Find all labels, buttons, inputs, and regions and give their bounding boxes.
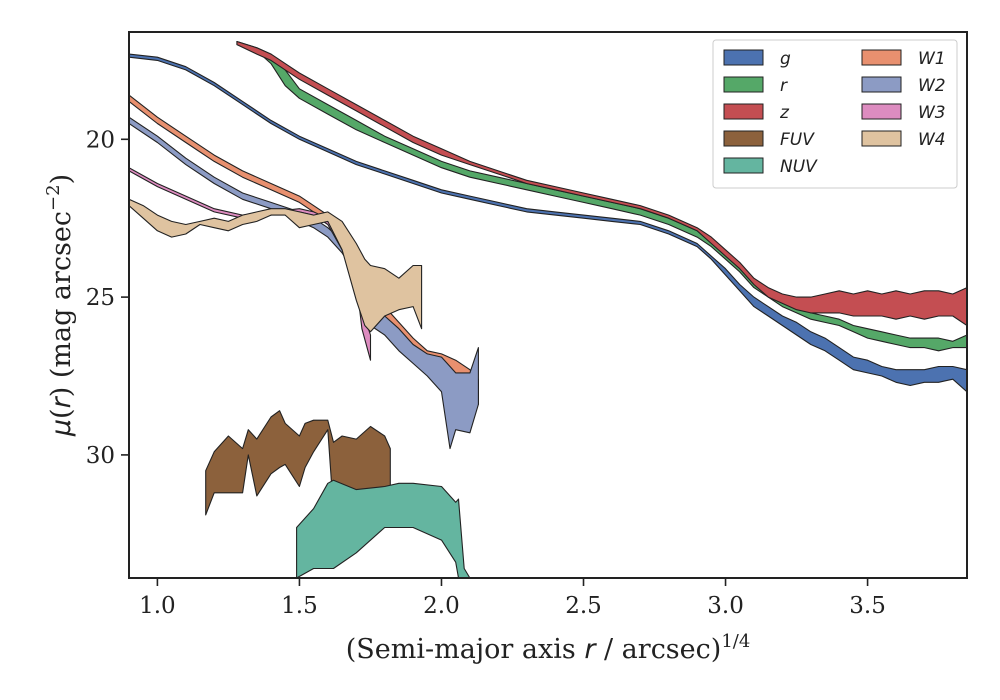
legend-swatch — [723, 103, 764, 120]
legend-label: W1 — [918, 49, 946, 69]
x-axis-ticks: 1.0 1.5 2.0 2.5 3.0 3.5 — [139, 578, 886, 619]
legend-item-fuv: FUV — [723, 130, 815, 150]
legend-item-w2: W2 — [861, 76, 946, 96]
x-tick-label: 3.5 — [849, 593, 886, 619]
series-band-nuv — [296, 479, 471, 578]
legend-item-w1: W1 — [861, 49, 946, 69]
legend-swatch — [861, 103, 902, 120]
series-band-g — [129, 53, 967, 393]
series-band-z — [236, 40, 967, 327]
y-tick-label: 25 — [86, 285, 115, 311]
legend-swatch — [723, 157, 764, 174]
legend-swatch — [861, 49, 902, 66]
x-tick-label: 2.5 — [565, 593, 602, 619]
series-band-w4 — [129, 198, 423, 333]
y-tick-label: 30 — [86, 443, 115, 469]
y-axis-label: μ(r) (mag arcsec−2) — [43, 174, 77, 437]
y-tick-label: 20 — [86, 127, 115, 153]
legend-swatch — [723, 130, 764, 147]
legend-swatch — [723, 49, 764, 66]
series-band-w2 — [129, 116, 479, 450]
x-tick-label: 3.0 — [707, 593, 744, 619]
x-tick-label: 1.0 — [139, 593, 176, 619]
x-tick-label: 2.0 — [423, 593, 460, 619]
legend-item-r: r — [723, 76, 788, 96]
x-tick-label: 1.5 — [281, 593, 318, 619]
series-layer — [129, 40, 967, 578]
legend-label: g — [780, 49, 791, 69]
legend-swatch — [861, 130, 902, 147]
plot-frame — [128, 31, 968, 579]
legend-label: NUV — [780, 157, 818, 177]
legend-item-nuv: NUV — [723, 157, 818, 177]
y-axis-ticks: 20 25 30 — [86, 127, 129, 469]
legend-item-w3: W3 — [861, 103, 946, 123]
legend-label: FUV — [780, 130, 815, 150]
legend-item-g: g — [723, 49, 791, 69]
legend-item-w4: W4 — [861, 130, 946, 150]
legend-item-z: z — [723, 103, 790, 123]
legend-swatch — [723, 76, 764, 93]
legend-label: W3 — [918, 103, 946, 123]
legend: grz FUV NUV W1 W2 W3 W4 — [712, 39, 958, 189]
legend-label: r — [780, 76, 788, 96]
legend-swatch — [861, 76, 902, 93]
x-axis-label: (Semi-major axis r / arcsec)1/4 — [346, 631, 751, 665]
legend-label: z — [779, 103, 790, 123]
legend-label: W2 — [918, 76, 946, 96]
legend-label: W4 — [918, 130, 946, 150]
